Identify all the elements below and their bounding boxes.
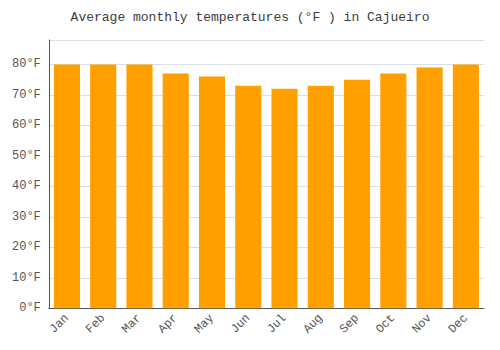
svg-text:Average monthly temperatures (: Average monthly temperatures (°F ) in Ca… [71, 10, 430, 25]
svg-text:Jan: Jan [47, 311, 72, 336]
svg-text:30°F: 30°F [12, 210, 41, 224]
svg-text:10°F: 10°F [12, 271, 41, 285]
svg-text:40°F: 40°F [12, 179, 41, 193]
svg-text:Nov: Nov [409, 311, 434, 336]
svg-text:80°F: 80°F [12, 57, 41, 71]
svg-text:Dec: Dec [446, 311, 471, 336]
svg-text:70°F: 70°F [12, 88, 41, 102]
svg-text:Jun: Jun [228, 311, 253, 336]
svg-text:May: May [192, 311, 217, 336]
svg-text:Feb: Feb [83, 311, 108, 336]
svg-text:50°F: 50°F [12, 149, 41, 163]
svg-text:Mar: Mar [119, 311, 144, 336]
svg-text:Apr: Apr [156, 311, 181, 336]
svg-text:60°F: 60°F [12, 118, 41, 132]
svg-text:Aug: Aug [301, 311, 326, 336]
svg-text:Jul: Jul [264, 311, 289, 336]
svg-text:Sep: Sep [337, 311, 362, 336]
svg-text:Oct: Oct [373, 311, 398, 336]
svg-text:0°F: 0°F [19, 301, 41, 315]
svg-text:20°F: 20°F [12, 240, 41, 254]
